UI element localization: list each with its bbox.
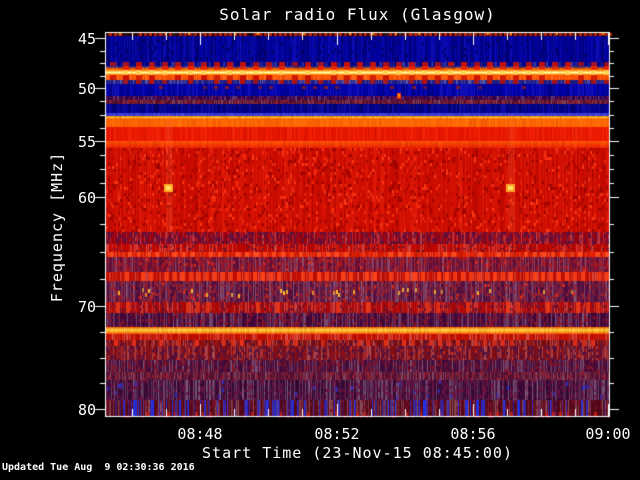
- y-tick-label: 70: [77, 298, 96, 316]
- y-tick-label: 55: [77, 133, 96, 151]
- y-tick-label: 80: [77, 401, 96, 419]
- y-axis-label: Frequency [MHz]: [48, 151, 66, 303]
- x-axis-label: Start Time (23-Nov-15 08:45:00): [202, 444, 513, 462]
- y-tick-label: 45: [77, 30, 96, 48]
- y-tick-label: 50: [77, 80, 96, 98]
- x-tick-label: 08:56: [450, 425, 496, 443]
- y-tick-label: 60: [77, 189, 96, 207]
- x-tick-label: 08:52: [314, 425, 360, 443]
- page-title: Solar radio Flux (Glasgow): [219, 5, 496, 24]
- x-tick-label: 08:48: [177, 425, 223, 443]
- x-tick-label: 09:00: [585, 425, 631, 443]
- updated-timestamp: Updated Tue Aug 9 02:30:36 2016: [2, 462, 195, 473]
